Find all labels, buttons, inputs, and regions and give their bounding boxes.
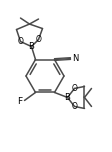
Text: O: O: [35, 35, 41, 44]
Text: F: F: [17, 97, 22, 106]
Text: O: O: [71, 102, 77, 111]
Text: O: O: [71, 84, 77, 93]
Text: B: B: [64, 93, 70, 102]
Text: N: N: [71, 54, 78, 63]
Text: B: B: [28, 42, 34, 51]
Text: O: O: [17, 37, 23, 46]
